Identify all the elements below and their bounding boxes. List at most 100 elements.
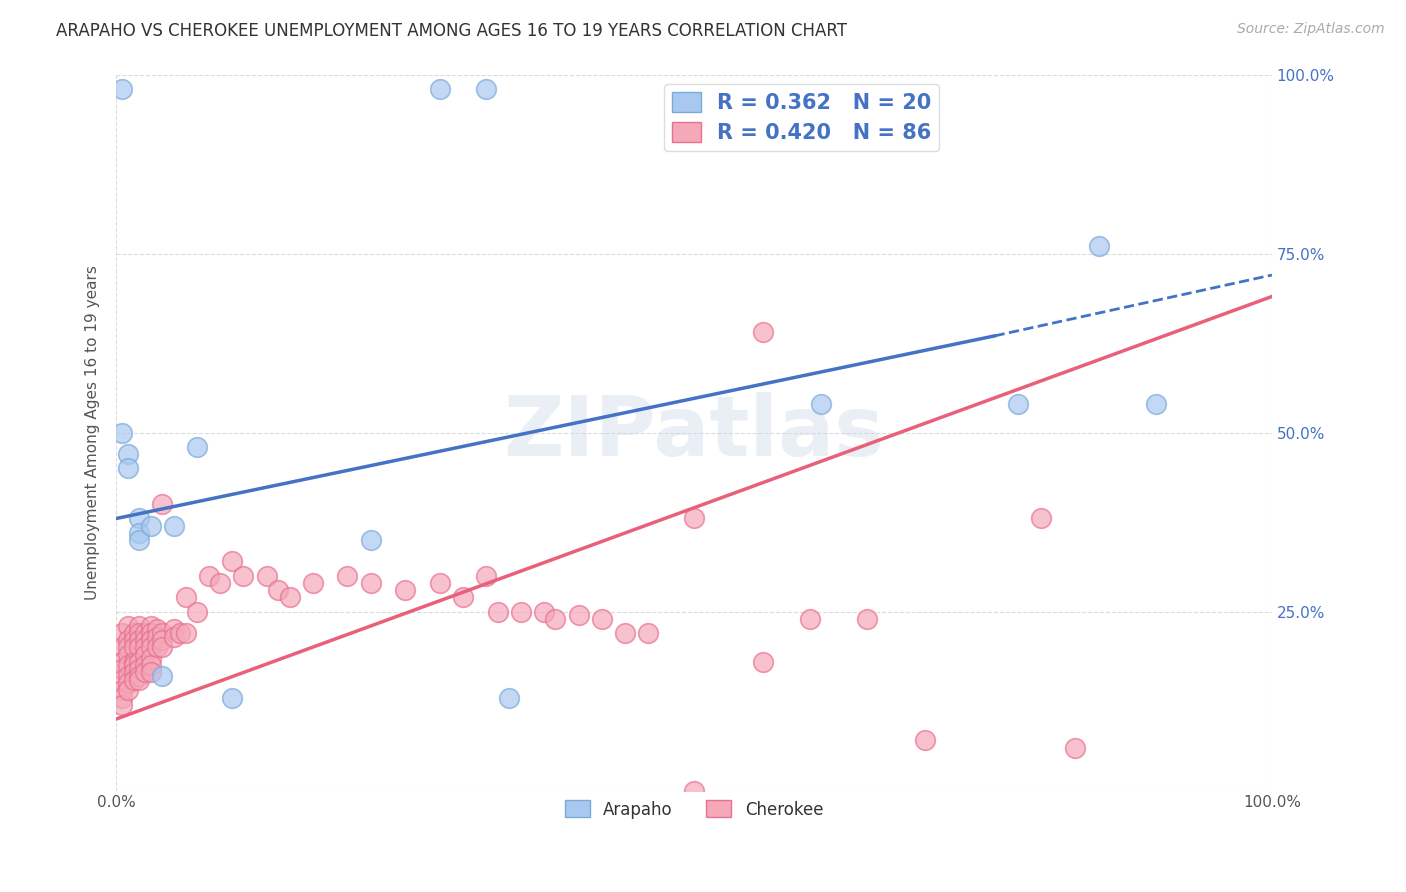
- Point: [128, 669, 150, 683]
- Point: [810, 397, 832, 411]
- Point: [139, 665, 162, 680]
- Point: [186, 440, 208, 454]
- Point: [117, 461, 139, 475]
- Point: [111, 640, 134, 655]
- Point: [232, 568, 254, 582]
- Point: [122, 673, 145, 687]
- Point: [475, 568, 498, 582]
- Point: [117, 676, 139, 690]
- Point: [591, 612, 613, 626]
- Point: [752, 655, 775, 669]
- Point: [221, 690, 243, 705]
- Point: [197, 568, 219, 582]
- Point: [360, 576, 382, 591]
- Point: [163, 518, 186, 533]
- Point: [134, 626, 156, 640]
- Point: [139, 619, 162, 633]
- Point: [1144, 397, 1167, 411]
- Point: [117, 683, 139, 698]
- Point: [128, 511, 150, 525]
- Point: [111, 683, 134, 698]
- Point: [111, 82, 134, 96]
- Point: [683, 511, 706, 525]
- Point: [637, 626, 659, 640]
- Point: [567, 608, 589, 623]
- Point: [1064, 740, 1087, 755]
- Point: [152, 626, 174, 640]
- Point: [163, 623, 186, 637]
- Point: [914, 733, 936, 747]
- Point: [163, 630, 186, 644]
- Point: [128, 619, 150, 633]
- Point: [301, 576, 323, 591]
- Point: [117, 669, 139, 683]
- Point: [117, 619, 139, 633]
- Point: [174, 626, 197, 640]
- Point: [117, 633, 139, 648]
- Point: [134, 633, 156, 648]
- Point: [128, 533, 150, 547]
- Point: [799, 612, 821, 626]
- Point: [128, 633, 150, 648]
- Legend: Arapaho, Cherokee: Arapaho, Cherokee: [558, 794, 830, 825]
- Point: [486, 605, 509, 619]
- Point: [498, 690, 520, 705]
- Point: [186, 605, 208, 619]
- Point: [122, 655, 145, 669]
- Point: [111, 655, 134, 669]
- Point: [128, 655, 150, 669]
- Point: [152, 633, 174, 648]
- Point: [128, 525, 150, 540]
- Text: ARAPAHO VS CHEROKEE UNEMPLOYMENT AMONG AGES 16 TO 19 YEARS CORRELATION CHART: ARAPAHO VS CHEROKEE UNEMPLOYMENT AMONG A…: [56, 22, 848, 40]
- Text: Source: ZipAtlas.com: Source: ZipAtlas.com: [1237, 22, 1385, 37]
- Point: [152, 497, 174, 511]
- Point: [139, 651, 162, 665]
- Point: [429, 576, 451, 591]
- Point: [683, 783, 706, 797]
- Point: [111, 626, 134, 640]
- Point: [139, 633, 162, 648]
- Point: [1087, 239, 1109, 253]
- Point: [429, 82, 451, 96]
- Point: [174, 591, 197, 605]
- Point: [278, 591, 301, 605]
- Point: [209, 576, 232, 591]
- Point: [134, 665, 156, 680]
- Point: [128, 673, 150, 687]
- Point: [111, 673, 134, 687]
- Point: [145, 630, 167, 644]
- Point: [122, 665, 145, 680]
- Point: [128, 626, 150, 640]
- Point: [122, 658, 145, 673]
- Point: [856, 612, 879, 626]
- Point: [111, 425, 134, 440]
- Point: [1007, 397, 1029, 411]
- Point: [509, 605, 531, 619]
- Point: [752, 326, 775, 340]
- Point: [533, 605, 555, 619]
- Point: [394, 583, 416, 598]
- Point: [139, 640, 162, 655]
- Point: [122, 626, 145, 640]
- Point: [134, 640, 156, 655]
- Point: [221, 554, 243, 568]
- Point: [145, 623, 167, 637]
- Point: [613, 626, 636, 640]
- Point: [544, 612, 567, 626]
- Point: [451, 591, 474, 605]
- Point: [267, 583, 290, 598]
- Point: [117, 648, 139, 662]
- Point: [139, 658, 162, 673]
- Point: [336, 568, 359, 582]
- Point: [134, 648, 156, 662]
- Point: [117, 658, 139, 673]
- Point: [117, 640, 139, 655]
- Point: [145, 640, 167, 655]
- Text: ZIPatlas: ZIPatlas: [503, 392, 884, 473]
- Point: [256, 568, 278, 582]
- Point: [122, 633, 145, 648]
- Point: [475, 82, 498, 96]
- Point: [122, 640, 145, 655]
- Y-axis label: Unemployment Among Ages 16 to 19 years: Unemployment Among Ages 16 to 19 years: [86, 265, 100, 600]
- Point: [360, 533, 382, 547]
